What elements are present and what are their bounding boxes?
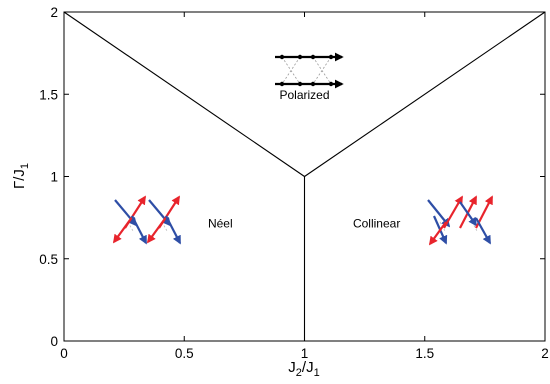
y-tick-label: 2 bbox=[50, 5, 58, 20]
x-tick-label: 1 bbox=[301, 346, 309, 361]
boundary-collinear-polarized bbox=[304, 11, 546, 177]
y-tick-label: 0 bbox=[50, 334, 58, 349]
y-axis-label: Γ/J1 bbox=[11, 163, 31, 189]
x-tick-label: 1.5 bbox=[415, 346, 434, 361]
phase-labels: Polarized Néel Collinear bbox=[208, 88, 400, 230]
phase-label-nel: Néel bbox=[208, 216, 233, 230]
collinear-spin-icon bbox=[427, 195, 493, 246]
y-tick-label: 1 bbox=[50, 170, 58, 185]
x-tick-label: 2 bbox=[541, 346, 549, 361]
y-tick-label: 0.5 bbox=[39, 252, 58, 267]
neel-spin-icon bbox=[112, 195, 181, 245]
axis-ticks bbox=[63, 11, 546, 342]
x-axis-label: J2/J1 bbox=[288, 359, 319, 379]
polarized-spin-icon bbox=[275, 52, 344, 89]
phase-label-collinear: Collinear bbox=[353, 216, 400, 230]
x-tick-label: 0.5 bbox=[175, 346, 194, 361]
tick-labels: 0 0.5 1 1.5 2 0 0.5 1 1.5 2 bbox=[39, 5, 549, 361]
boundary-neel-polarized bbox=[63, 11, 305, 177]
phase-label-polarized: Polarized bbox=[279, 88, 329, 102]
x-tick-label: 0 bbox=[60, 346, 68, 361]
y-tick-label: 1.5 bbox=[39, 87, 58, 102]
phase-boundaries bbox=[63, 11, 546, 341]
